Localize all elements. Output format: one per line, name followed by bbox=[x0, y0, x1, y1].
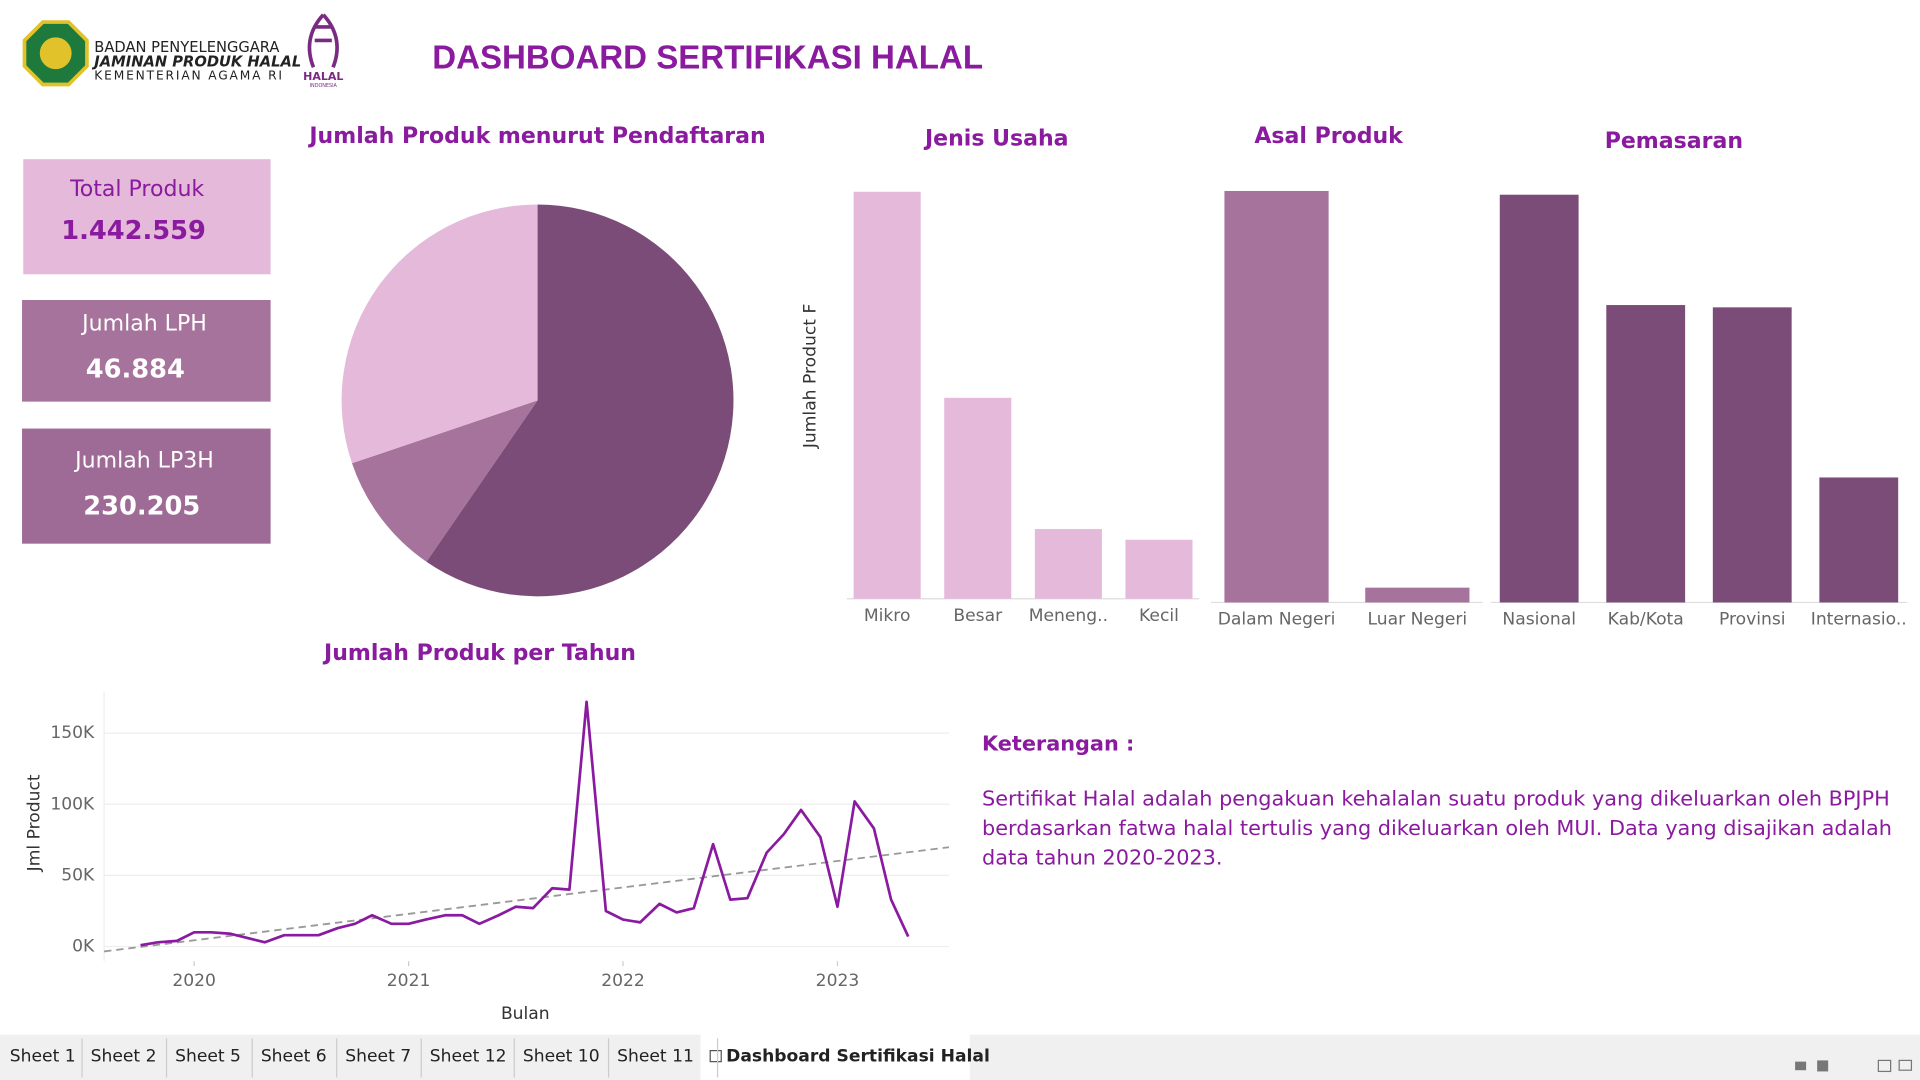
kpi-card bbox=[22, 300, 271, 402]
x-tick-label: Meneng.. bbox=[1029, 606, 1108, 626]
kpi-card bbox=[22, 428, 271, 544]
x-tick-label: Mikro bbox=[864, 606, 911, 626]
status-icons bbox=[1795, 1059, 1913, 1073]
kpi-card bbox=[23, 159, 271, 275]
kpi-label: Jumlah LP3H bbox=[73, 449, 214, 474]
trend-line bbox=[103, 846, 950, 953]
sheet-tab[interactable]: Sheet 7 bbox=[345, 1047, 411, 1067]
chart-title: Jenis Usaha bbox=[923, 127, 1069, 152]
kpi-value: 230.205 bbox=[83, 491, 200, 521]
bar bbox=[1224, 190, 1329, 603]
note-text: berdasarkan fatwa halal tertulis yang di… bbox=[982, 816, 1892, 840]
org-name: JAMINAN PRODUK HALAL bbox=[91, 53, 301, 70]
chart-title: Pemasaran bbox=[1605, 129, 1743, 154]
x-tick-label: Dalam Negeri bbox=[1218, 610, 1336, 630]
chart-title: Asal Produk bbox=[1254, 124, 1404, 149]
x-tick-label: Kecil bbox=[1139, 606, 1179, 626]
bar bbox=[1125, 539, 1193, 599]
y-tick-label: 50K bbox=[61, 865, 95, 885]
note-text: data tahun 2020-2023. bbox=[982, 845, 1222, 869]
dashboard-title: DASHBOARD SERTIFIKASI HALAL bbox=[432, 40, 983, 77]
x-tick-label: 2023 bbox=[816, 971, 860, 991]
pie-slice bbox=[351, 400, 538, 562]
sheet-tab[interactable]: Sheet 5 bbox=[175, 1047, 241, 1067]
bar bbox=[1712, 307, 1792, 603]
note-text: Sertifikat Halal adalah pengakuan kehala… bbox=[982, 787, 1890, 811]
x-tick-label: Internasio.. bbox=[1811, 610, 1907, 630]
bar bbox=[1034, 529, 1102, 599]
bar bbox=[853, 191, 921, 599]
x-tick-label: Nasional bbox=[1502, 610, 1576, 630]
sheet-tab[interactable]: Sheet 1 bbox=[10, 1047, 76, 1067]
kpi-value: 1.442.559 bbox=[61, 216, 206, 246]
x-tick-label: 2021 bbox=[387, 971, 431, 991]
y-tick-label: 100K bbox=[50, 794, 95, 814]
bar bbox=[1606, 305, 1686, 603]
bar bbox=[1819, 477, 1899, 603]
y-tick-label: 0K bbox=[72, 937, 95, 957]
bar bbox=[944, 397, 1012, 599]
y-axis-title: Jml Product bbox=[24, 774, 44, 872]
x-tick-label: 2020 bbox=[172, 971, 216, 991]
sheet-tab[interactable]: Sheet 6 bbox=[261, 1047, 327, 1067]
halal-logo bbox=[307, 13, 339, 69]
kpi-value: 46.884 bbox=[86, 354, 185, 384]
x-tick-label: Kab/Kota bbox=[1608, 610, 1684, 630]
x-tick-label: Luar Negeri bbox=[1368, 610, 1468, 630]
y-axis-title: Jumlah Product F bbox=[801, 304, 821, 449]
kpi-label: Jumlah LPH bbox=[80, 311, 207, 336]
active-tab[interactable] bbox=[700, 1034, 970, 1080]
sheet-tab[interactable]: Sheet 2 bbox=[91, 1047, 157, 1067]
x-tick-label: Besar bbox=[953, 606, 1003, 626]
dashboard-icon bbox=[709, 1050, 722, 1063]
x-axis-title: Bulan bbox=[501, 1004, 550, 1024]
x-tick-label: Provinsi bbox=[1719, 610, 1786, 630]
org-name: BADAN PENYELENGGARA bbox=[94, 39, 279, 56]
org-name: KEMENTERIAN AGAMA RI bbox=[94, 68, 284, 82]
halal-logo-text: INDONESIA bbox=[310, 83, 338, 89]
halal-logo-text: HALAL bbox=[303, 70, 343, 83]
line-series bbox=[140, 700, 910, 947]
y-tick-label: 150K bbox=[50, 723, 95, 743]
sheet-tab[interactable]: Sheet 12 bbox=[430, 1047, 507, 1067]
chart-title: Jumlah Produk per Tahun bbox=[322, 641, 636, 666]
kpi-label: Total Produk bbox=[69, 177, 204, 202]
note-heading: Keterangan : bbox=[982, 731, 1134, 755]
pie-slice bbox=[341, 204, 538, 464]
pie-slice bbox=[426, 204, 734, 597]
chart-title: Jumlah Produk menurut Pendaftaran bbox=[307, 124, 765, 149]
x-tick-label: 2022 bbox=[601, 971, 645, 991]
ministry-logo-emblem bbox=[39, 37, 72, 70]
sheet-tab[interactable]: Dashboard Sertifikasi Halal bbox=[726, 1047, 990, 1067]
bar bbox=[1365, 587, 1470, 603]
sheet-tab[interactable]: Sheet 11 bbox=[617, 1047, 694, 1067]
sheet-tab[interactable]: Sheet 10 bbox=[523, 1047, 600, 1067]
bar bbox=[1499, 194, 1579, 603]
